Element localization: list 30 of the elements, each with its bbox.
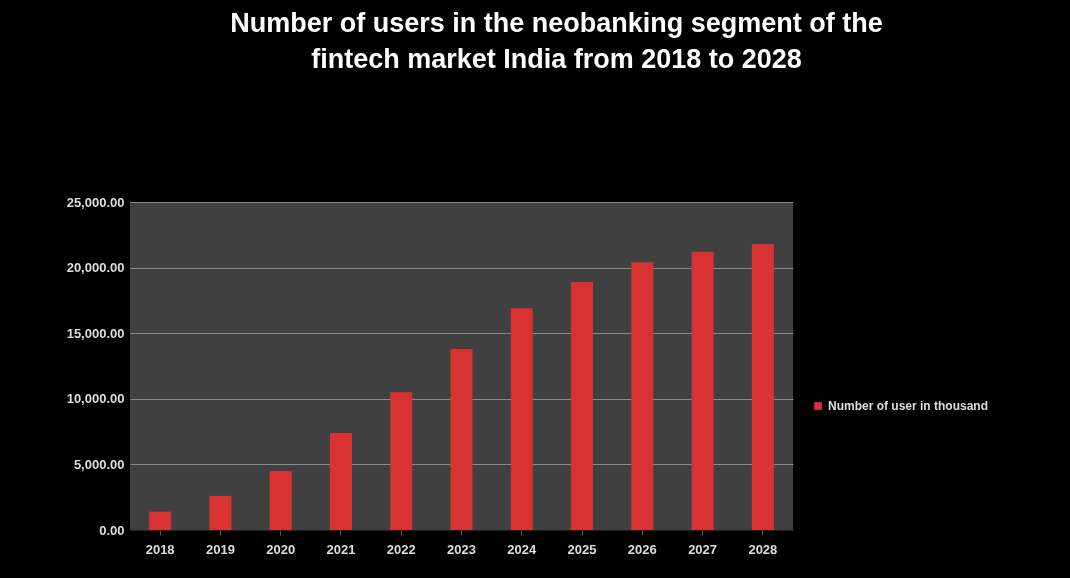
bar	[450, 348, 473, 530]
bar	[510, 308, 533, 530]
bar	[691, 251, 714, 530]
x-tick-label: 2025	[567, 541, 597, 557]
bar	[329, 432, 352, 530]
x-tick-label: 2023	[447, 541, 476, 557]
x-tick-label: 2020	[266, 541, 296, 557]
bar	[631, 262, 654, 530]
y-tick-label: 15,000.00	[66, 325, 125, 341]
x-tick-label: 2026	[627, 541, 657, 557]
x-tick-label: 2019	[205, 541, 235, 557]
bar	[571, 282, 594, 530]
x-tick-label: 2022	[386, 541, 416, 557]
bar	[390, 392, 413, 530]
x-tick-label: 2024	[507, 541, 537, 557]
x-tick-label: 2018	[145, 541, 175, 557]
y-tick-label: 20,000.00	[66, 260, 125, 276]
chart-title: Number of users in the neobanking segment of the fintech market India from 2018 to 2028	[230, 8, 883, 74]
x-tick-label: 2021	[326, 541, 356, 557]
bar	[751, 243, 774, 530]
legend-label: Number of user in thousand	[828, 399, 989, 413]
bar	[269, 470, 292, 530]
y-tick-label: 5,000.00	[73, 456, 125, 472]
bar	[209, 495, 232, 530]
y-tick-label: 0.00	[99, 522, 125, 538]
x-tick-label: 2028	[748, 541, 778, 557]
x-tick-label: 2027	[688, 541, 718, 557]
y-tick-label: 25,000.00	[66, 194, 125, 210]
bar	[149, 511, 172, 530]
y-tick-label: 10,000.00	[66, 391, 125, 407]
